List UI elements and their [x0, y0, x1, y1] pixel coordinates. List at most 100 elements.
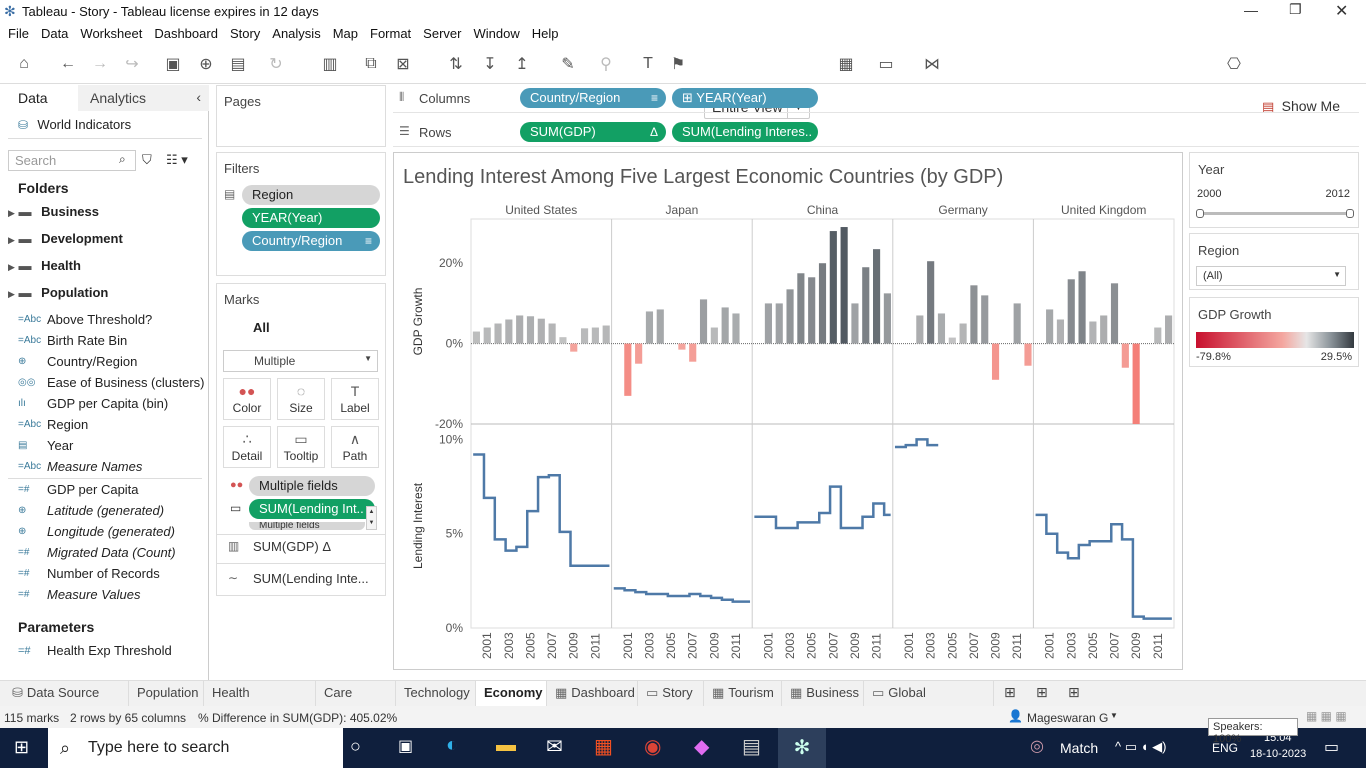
- grid-view-icon[interactable]: ▦ ▦ ▦: [1306, 709, 1347, 723]
- filter-pill-region[interactable]: Region: [242, 185, 380, 205]
- sort-asc-icon[interactable]: ↧: [483, 56, 497, 73]
- clear-sheet-icon[interactable]: ⊠: [396, 56, 410, 73]
- menu-item-file[interactable]: File: [8, 26, 29, 41]
- share-icon[interactable]: ⋈: [924, 56, 940, 73]
- new-story-tab-icon[interactable]: ⊞: [1068, 684, 1080, 700]
- redo-icon[interactable]: →: [92, 55, 108, 72]
- sheet-tab-technology[interactable]: Technology: [396, 681, 476, 707]
- pages-card[interactable]: Pages: [216, 85, 386, 147]
- year-slider-handle-max[interactable]: [1346, 209, 1354, 218]
- sheet-tab-population[interactable]: Population: [129, 681, 204, 707]
- swap-icon[interactable]: ⇅: [449, 56, 463, 73]
- pause-updates-icon[interactable]: ▤: [230, 56, 246, 73]
- folder-development[interactable]: ▶ ▬ Development: [8, 231, 123, 246]
- field-item[interactable]: =# Number of Records: [18, 566, 208, 584]
- sheet-tab-tourism[interactable]: ▦ Tourism: [704, 681, 782, 707]
- store-icon[interactable]: ▦: [594, 736, 613, 758]
- collapse-icon[interactable]: ‹: [196, 89, 201, 105]
- columns-pill-year[interactable]: ⊞ YEAR(Year): [672, 88, 818, 108]
- new-worksheet-icon[interactable]: ▥: [322, 56, 338, 73]
- group-icon[interactable]: ⚲: [600, 56, 612, 73]
- sheet-tab-health-indicators[interactable]: Health Indicators: [204, 681, 316, 724]
- color-button[interactable]: ●● Color: [223, 378, 271, 420]
- sheet-tab-care-spend[interactable]: Care Spend: [316, 681, 396, 724]
- sheet-tab-global-indicators[interactable]: ▭Global Indicators: [864, 681, 994, 724]
- viz-canvas[interactable]: [393, 152, 1183, 670]
- tableau-taskbar-icon[interactable]: ✻: [778, 728, 826, 768]
- search-icon[interactable]: ⌕: [119, 152, 126, 166]
- marks-subcard-gdp[interactable]: ▥ SUM(GDP) Δ: [228, 539, 331, 554]
- encodings-scrollbar[interactable]: ▲ ▼: [366, 506, 377, 530]
- minimize-icon[interactable]: —: [1244, 2, 1258, 18]
- home-icon[interactable]: ⌂: [19, 55, 29, 72]
- app-icon[interactable]: ◆: [694, 736, 710, 758]
- app2-icon[interactable]: ▤: [742, 736, 761, 758]
- year-slider-track[interactable]: [1200, 212, 1350, 215]
- menu-item-analysis[interactable]: Analysis: [272, 26, 321, 41]
- region-select[interactable]: (All) ▼: [1196, 266, 1346, 286]
- folder-health[interactable]: ▶ ▬ Health: [8, 258, 81, 273]
- highlight-icon[interactable]: ✎: [561, 56, 575, 73]
- field-item[interactable]: =Abc Above Threshold?: [18, 312, 208, 330]
- tray-icons[interactable]: ^ ▭ ◖ ◀): [1115, 739, 1167, 754]
- columns-pill-country[interactable]: Country/Region ≡: [520, 88, 666, 108]
- size-button[interactable]: ◌ Size: [277, 378, 325, 420]
- presentation-icon[interactable]: ▭: [878, 56, 894, 73]
- label-button[interactable]: T Label: [331, 378, 379, 420]
- year-slider-handle-min[interactable]: [1196, 209, 1204, 218]
- cortana-icon[interactable]: ○: [350, 736, 361, 756]
- sort-desc-icon[interactable]: ↥: [515, 56, 529, 73]
- field-item[interactable]: =# Measure Values: [18, 587, 208, 605]
- marks-subcard-lending[interactable]: ∼ SUM(Lending Inte...: [228, 571, 369, 586]
- new-datasource-icon[interactable]: ⊕: [199, 56, 213, 73]
- status-user[interactable]: Mageswaran G: [1027, 711, 1109, 725]
- undo-icon[interactable]: ←: [60, 55, 76, 72]
- encoding-pill-lending[interactable]: SUM(Lending Int..: [249, 499, 375, 519]
- notification-icon[interactable]: ▭: [1324, 739, 1340, 756]
- view-list-icon[interactable]: ☷ ▾: [166, 152, 188, 167]
- field-item[interactable]: ▤ Year: [18, 438, 208, 456]
- sheet-tab-dashboard[interactable]: ▦ Dashboard: [547, 681, 638, 707]
- folder-population[interactable]: ▶ ▬ Population: [8, 285, 108, 300]
- search-input[interactable]: Search: [8, 150, 136, 171]
- show-me-button[interactable]: ▤ Show Me: [1262, 98, 1362, 118]
- sheet-tab-story[interactable]: ▭ Story: [638, 681, 704, 707]
- tab-data[interactable]: Data: [18, 90, 48, 106]
- encoding-pill-multiple[interactable]: Multiple fields: [249, 476, 375, 496]
- sheet-tab-economy[interactable]: Economy: [476, 681, 547, 707]
- field-item[interactable]: =# GDP per Capita: [18, 482, 208, 500]
- field-item[interactable]: =Abc Region: [18, 417, 208, 435]
- duplicate-sheet-icon[interactable]: ⧉: [365, 55, 377, 72]
- chart-svg[interactable]: United States Japan China Germany United Kin…: [393, 195, 1183, 665]
- file-explorer-icon[interactable]: ▬: [496, 734, 516, 756]
- detail-button[interactable]: ∴ Detail: [223, 426, 271, 468]
- sheet-tab-data-source[interactable]: ⛁ Data Source: [4, 681, 129, 707]
- pin-icon[interactable]: ⚑: [670, 56, 686, 73]
- show-cards-icon[interactable]: ▦: [838, 56, 854, 73]
- datasource-item[interactable]: ⛁ World Indicators: [18, 117, 131, 132]
- path-button[interactable]: ∧ Path: [331, 426, 379, 468]
- columns-shelf[interactable]: ⦀ Columns: [393, 85, 1359, 113]
- taskbar-search[interactable]: ⌕ Type here to search: [48, 728, 343, 768]
- filter-icon[interactable]: ⛉: [142, 152, 152, 167]
- edge-icon[interactable]: ◐: [446, 734, 459, 756]
- menu-item-story[interactable]: Story: [229, 26, 261, 41]
- marks-all-tab[interactable]: All: [253, 320, 270, 335]
- rows-pill-lending[interactable]: SUM(Lending Interes..: [672, 122, 818, 142]
- taskbar-weather[interactable]: Match: [1060, 740, 1099, 756]
- tab-analytics[interactable]: Analytics ‹: [78, 85, 209, 111]
- rows-pill-gdp[interactable]: SUM(GDP) Δ: [520, 122, 666, 142]
- filter-pill-country[interactable]: Country/Region ≡: [242, 231, 380, 251]
- menu-item-data[interactable]: Data: [40, 26, 69, 41]
- field-item[interactable]: ⊕ Country/Region: [18, 354, 208, 372]
- field-item[interactable]: =Abc Birth Rate Bin: [18, 333, 208, 351]
- menu-item-window[interactable]: Window: [473, 26, 520, 41]
- field-item[interactable]: ılı GDP per Capita (bin): [18, 396, 208, 414]
- menu-item-map[interactable]: Map: [332, 26, 358, 41]
- format-icon[interactable]: ⎔: [1227, 56, 1241, 73]
- field-item[interactable]: ⊕ Latitude (generated): [18, 503, 208, 521]
- menu-item-format[interactable]: Format: [370, 26, 412, 41]
- mark-type-select[interactable]: Multiple ▼: [223, 350, 378, 372]
- field-item[interactable]: =Abc Measure Names: [18, 459, 208, 477]
- windows-start-icon[interactable]: ⊞: [14, 737, 30, 757]
